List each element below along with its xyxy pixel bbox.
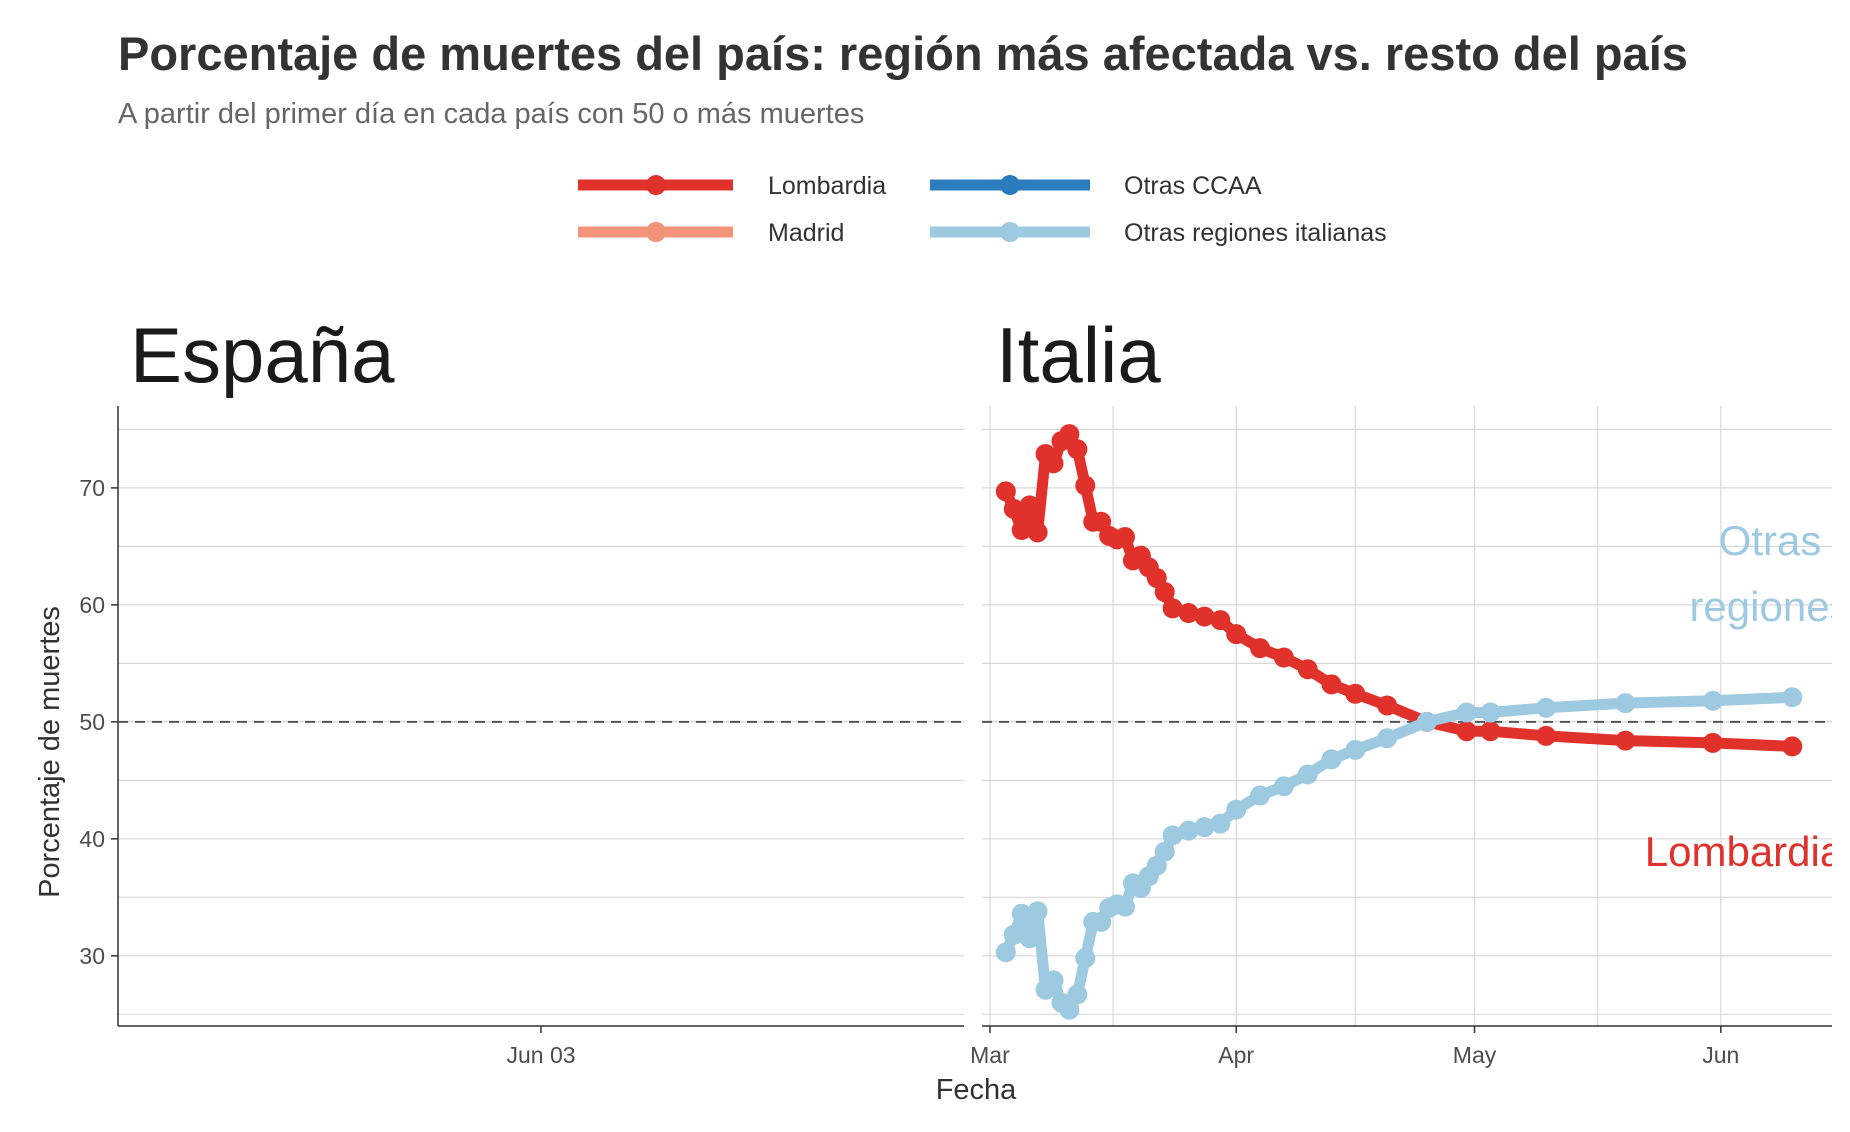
panel-espana: 30 40 50 60 70 Jun 03	[79, 406, 964, 1068]
direct-label-otras-regiones: Otras regiones	[1689, 517, 1850, 630]
data-point-otras-regiones-italianas	[1011, 903, 1032, 924]
data-point-lombardia	[1162, 598, 1183, 619]
legend-label-otras-ccaa: Otras CCAA	[1124, 172, 1262, 200]
legend-label-lombardia: Lombardia	[768, 172, 886, 200]
data-point-otras-regiones-italianas	[1250, 785, 1271, 806]
data-point-lombardia	[1273, 647, 1294, 668]
data-point-lombardia	[1011, 520, 1032, 540]
panel-title-espana: España	[130, 311, 395, 399]
legend-label-madrid: Madrid	[768, 219, 844, 247]
data-point-lombardia	[1194, 606, 1215, 627]
data-point-otras-regiones-italianas	[1210, 813, 1231, 834]
data-point-otras-regiones-italianas	[1043, 970, 1064, 991]
data-point-otras-regiones-italianas	[1480, 702, 1501, 723]
data-point-lombardia	[1027, 522, 1048, 543]
data-point-lombardia	[1154, 582, 1175, 602]
data-point-lombardia	[1043, 453, 1064, 474]
legend-dot-otras-ccaa	[1000, 175, 1020, 195]
data-point-otras-regiones-italianas	[1782, 687, 1803, 708]
data-point-otras-regiones-italianas	[1067, 984, 1088, 1005]
data-point-lombardia	[1067, 439, 1088, 460]
data-point-otras-regiones-italianas	[1615, 693, 1636, 714]
y-tick-label: 70	[79, 475, 105, 501]
data-point-otras-regiones-italianas	[1297, 764, 1318, 785]
x-tick-label: Apr	[1218, 1042, 1254, 1068]
data-point-otras-regiones-italianas	[1416, 711, 1437, 732]
data-point-otras-regiones-italianas	[1154, 841, 1175, 862]
data-point-lombardia	[1536, 725, 1557, 746]
data-point-otras-regiones-italianas	[1536, 697, 1557, 718]
data-point-otras-regiones-italianas	[1377, 728, 1398, 749]
chart-title: Porcentaje de muertes del país: región m…	[118, 27, 1688, 80]
direct-label-line: regiones	[1689, 583, 1850, 630]
data-point-lombardia	[1297, 659, 1318, 680]
y-tick-label: 60	[79, 592, 105, 618]
data-point-otras-regiones-italianas	[1456, 702, 1477, 723]
x-tick-label: Jun	[1702, 1042, 1739, 1068]
x-axis-title: Fecha	[936, 1074, 1017, 1106]
data-point-lombardia	[1480, 721, 1501, 742]
data-point-lombardia	[1210, 610, 1231, 631]
data-point-otras-regiones-italianas	[1003, 924, 1024, 945]
legend-dot-madrid	[646, 222, 666, 242]
legend-item-otras-regiones: Otras regiones italianas	[930, 219, 1387, 247]
data-point-lombardia	[995, 481, 1016, 502]
data-point-otras-regiones-italianas	[1345, 739, 1366, 760]
data-point-otras-regiones-italianas	[1019, 928, 1040, 949]
data-point-lombardia	[1059, 424, 1080, 445]
data-point-otras-regiones-italianas	[1162, 825, 1183, 846]
chart-subtitle: A partir del primer día en cada país con…	[118, 98, 865, 130]
data-point-otras-regiones-italianas	[1702, 690, 1723, 711]
data-point-otras-regiones-italianas	[1075, 948, 1096, 969]
x-tick-label: Mar	[970, 1042, 1010, 1068]
x-tick-label: Jun 03	[506, 1042, 575, 1068]
panel-italia: Mar Apr May Jun Otras regiones Lombardia	[970, 406, 1850, 1068]
data-point-lombardia	[1321, 674, 1342, 695]
data-point-otras-regiones-italianas	[1273, 776, 1294, 797]
legend-dot-lombardia	[646, 175, 666, 195]
data-point-lombardia	[1702, 732, 1723, 753]
y-tick-label: 40	[79, 826, 105, 852]
direct-label-lombardia: Lombardia	[1645, 828, 1844, 875]
data-point-lombardia	[1345, 683, 1366, 704]
data-point-otras-regiones-italianas	[1194, 817, 1215, 838]
y-tick-label: 50	[79, 709, 105, 735]
direct-label-line: Otras	[1719, 517, 1822, 564]
data-point-lombardia	[1075, 475, 1096, 496]
y-tick-label: 30	[79, 943, 105, 969]
legend: Lombardia Otras CCAA Madrid Otras region…	[578, 172, 1387, 247]
data-point-otras-regiones-italianas	[1114, 896, 1135, 917]
legend-item-madrid: Madrid	[578, 219, 844, 247]
legend-label-otras-regiones: Otras regiones italianas	[1124, 219, 1387, 247]
data-point-lombardia	[1782, 736, 1803, 757]
data-point-otras-regiones-italianas	[1178, 820, 1199, 841]
data-point-otras-regiones-italianas	[995, 942, 1016, 963]
data-point-otras-regiones-italianas	[1059, 999, 1080, 1020]
data-point-lombardia	[1456, 721, 1477, 742]
y-axis-title: Porcentaje de muertes	[34, 606, 66, 898]
direct-labels: Otras regiones Lombardia	[1645, 517, 1850, 875]
legend-item-otras-ccaa: Otras CCAA	[930, 172, 1262, 200]
data-point-lombardia	[1178, 603, 1199, 624]
legend-dot-otras-regiones	[1000, 222, 1020, 242]
data-point-lombardia	[1226, 624, 1247, 645]
data-point-otras-regiones-italianas	[1027, 901, 1048, 922]
legend-item-lombardia: Lombardia	[578, 172, 886, 200]
data-point-otras-regiones-italianas	[1226, 799, 1247, 820]
data-point-lombardia	[1615, 730, 1636, 751]
data-point-lombardia	[1003, 498, 1024, 519]
panel-title-italia: Italia	[996, 311, 1161, 399]
data-point-otras-regiones-italianas	[1321, 749, 1342, 770]
x-tick-label: May	[1453, 1042, 1497, 1068]
data-point-lombardia	[1377, 695, 1398, 716]
data-point-lombardia	[1019, 495, 1040, 516]
data-point-lombardia	[1250, 638, 1271, 659]
data-point-lombardia	[1114, 527, 1135, 548]
